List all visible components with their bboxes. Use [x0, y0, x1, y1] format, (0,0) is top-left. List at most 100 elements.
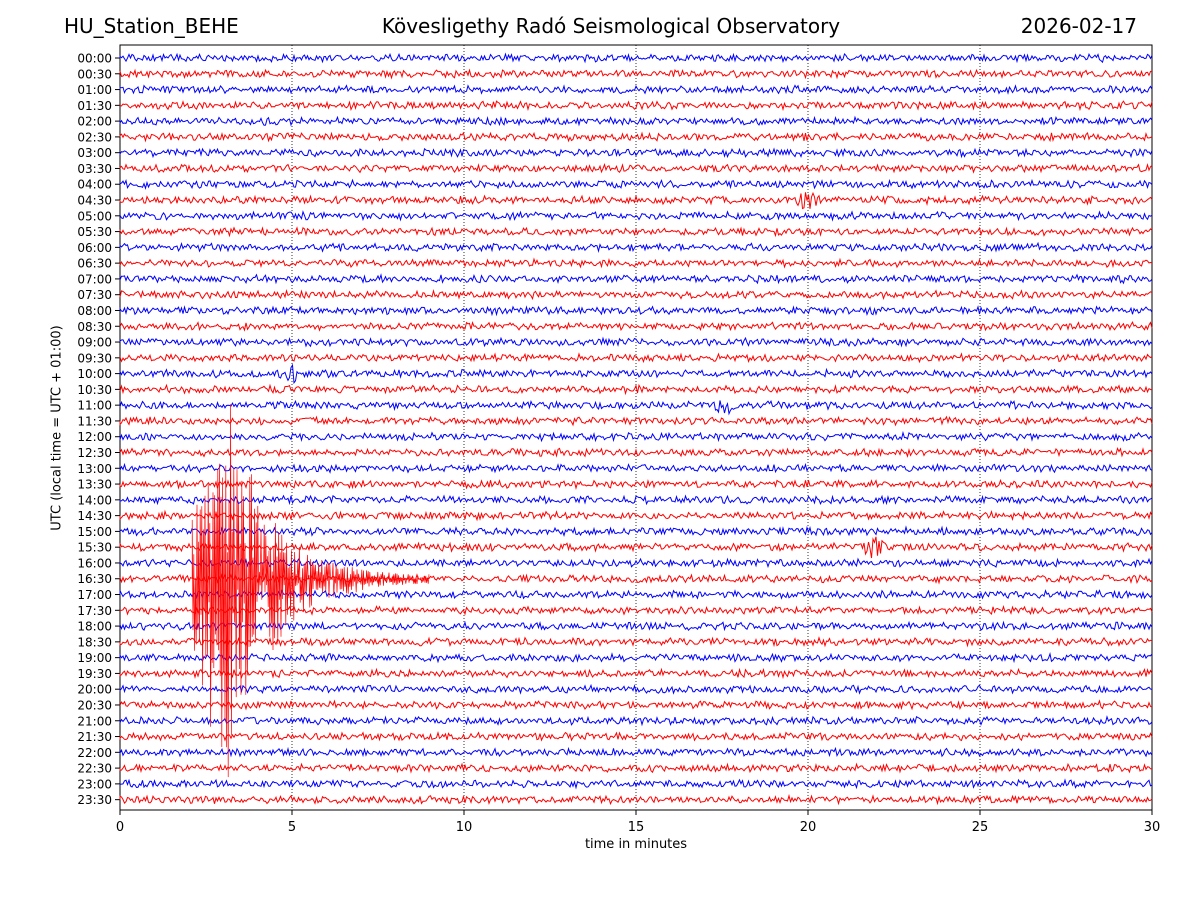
y-tick-label: 06:00	[77, 241, 112, 255]
trace-1030	[119, 383, 1153, 396]
trace-0730	[119, 288, 1153, 301]
y-tick-label: 02:00	[77, 115, 112, 129]
x-tick-label: 30	[1144, 820, 1161, 835]
x-tick-label: 10	[456, 820, 473, 835]
y-tick-label: 12:30	[77, 446, 112, 460]
y-tick-label: 21:00	[77, 714, 112, 728]
y-tick-label: 22:30	[77, 762, 112, 776]
y-tick-label: 04:00	[77, 178, 112, 192]
observatory-title: Kövesligethy Radó Seismological Observat…	[381, 14, 841, 38]
trace-0000	[119, 52, 1153, 64]
record-date: 2026-02-17	[1020, 14, 1137, 38]
trace-1100	[119, 399, 1153, 416]
trace-0930	[119, 352, 1153, 364]
trace-1830	[119, 636, 1153, 648]
y-tick-label: 17:30	[77, 604, 112, 618]
x-tick-label: 20	[800, 820, 817, 835]
y-tick-label: 08:00	[77, 304, 112, 318]
trace-1200	[119, 430, 1153, 443]
x-tick-label: 25	[972, 820, 989, 835]
trace-1800	[119, 620, 1153, 632]
y-tick-label: 11:00	[77, 399, 112, 413]
y-tick-label: 04:30	[77, 194, 112, 208]
x-tick-label: 0	[116, 820, 124, 835]
y-tick-label: 09:30	[77, 351, 112, 365]
y-tick-label: 19:30	[77, 667, 112, 681]
y-tick-label: 03:00	[77, 146, 112, 160]
y-tick-label: 14:00	[77, 493, 112, 507]
trace-0800	[119, 305, 1153, 317]
x-tick-label: 15	[628, 820, 645, 835]
y-tick-label: 05:00	[77, 209, 112, 223]
y-tick-label: 17:00	[77, 588, 112, 602]
trace-1400	[119, 494, 1153, 506]
trace-0300	[119, 147, 1153, 159]
earthquake-signal	[191, 404, 430, 778]
trace-1230	[119, 446, 1153, 458]
y-tick-label: 20:00	[77, 683, 112, 697]
trace-0200	[119, 115, 1153, 127]
y-tick-label: 23:30	[77, 793, 112, 807]
y-tick-label: 18:30	[77, 635, 112, 649]
trace-0100	[119, 84, 1153, 95]
trace-0900	[119, 336, 1153, 348]
trace-2330	[119, 793, 1153, 806]
y-tick-label: 10:30	[77, 383, 112, 397]
y-tick-label: 20:30	[77, 698, 112, 712]
x-axis-label: time in minutes	[584, 837, 688, 852]
y-tick-label: 07:00	[77, 272, 112, 286]
y-tick-label: 13:30	[77, 478, 112, 492]
y-tick-label: 11:30	[77, 414, 112, 428]
x-tick-label: 5	[288, 820, 296, 835]
trace-1530	[119, 536, 1153, 559]
y-tick-label: 06:30	[77, 257, 112, 271]
trace-0600	[119, 241, 1153, 253]
y-tick-label: 03:30	[77, 162, 112, 176]
trace-2000	[119, 683, 1153, 695]
trace-0030	[119, 68, 1153, 80]
trace-0500	[119, 210, 1153, 222]
trace-0130	[119, 100, 1153, 112]
trace-2030	[119, 699, 1153, 711]
trace-1500	[119, 525, 1153, 538]
trace-2130	[119, 731, 1153, 742]
y-tick-label: 00:30	[77, 67, 112, 81]
trace-1900	[119, 652, 1153, 664]
y-tick-label: 12:00	[77, 430, 112, 444]
trace-2230	[119, 762, 1153, 774]
y-tick-label: 05:30	[77, 225, 112, 239]
y-tick-label: 18:00	[77, 620, 112, 634]
y-tick-label: 10:00	[77, 367, 112, 381]
trace-1300	[119, 462, 1153, 474]
y-tick-label: 02:30	[77, 130, 112, 144]
y-tick-label: 01:00	[77, 83, 112, 97]
trace-0700	[119, 273, 1153, 285]
trace-0400	[119, 178, 1153, 190]
trace-1130	[119, 415, 1153, 427]
trace-1430	[119, 509, 1153, 522]
y-tick-label: 16:00	[77, 556, 112, 570]
y-tick-label: 09:00	[77, 336, 112, 350]
y-tick-label: 15:00	[77, 525, 112, 539]
station-name: HU_Station_BEHE	[64, 14, 239, 38]
y-tick-label: 13:00	[77, 462, 112, 476]
trace-0230	[119, 131, 1153, 143]
y-tick-label: 23:00	[77, 777, 112, 791]
y-tick-label: 21:30	[77, 730, 112, 744]
y-tick-label: 07:30	[77, 288, 112, 302]
trace-1600	[119, 557, 1153, 569]
trace-0530	[119, 226, 1153, 238]
y-tick-label: 22:00	[77, 746, 112, 760]
trace-1000	[119, 363, 1153, 385]
y-tick-label: 15:30	[77, 541, 112, 555]
trace-1930	[119, 667, 1153, 680]
y-tick-label: 16:30	[77, 572, 112, 586]
trace-0630	[119, 257, 1153, 269]
y-tick-label: 00:00	[77, 52, 112, 66]
y-tick-label: 14:30	[77, 509, 112, 523]
trace-0330	[119, 162, 1153, 174]
y-tick-label: 19:00	[77, 651, 112, 665]
trace-2300	[119, 778, 1153, 790]
y-tick-label: 08:30	[77, 320, 112, 334]
